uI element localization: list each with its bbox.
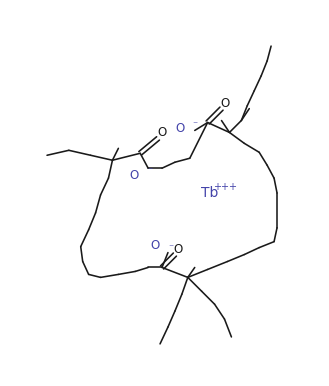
Text: ⁻: ⁻ (168, 244, 173, 254)
Text: O: O (129, 169, 138, 182)
Text: O: O (157, 126, 167, 139)
Text: O: O (151, 239, 160, 252)
Text: O: O (173, 243, 183, 256)
Text: ⁻: ⁻ (147, 166, 152, 176)
Text: O: O (176, 122, 185, 135)
Text: Tb: Tb (201, 186, 218, 200)
Text: ⁻: ⁻ (193, 120, 198, 130)
Text: +++: +++ (214, 182, 238, 192)
Text: O: O (221, 97, 230, 110)
